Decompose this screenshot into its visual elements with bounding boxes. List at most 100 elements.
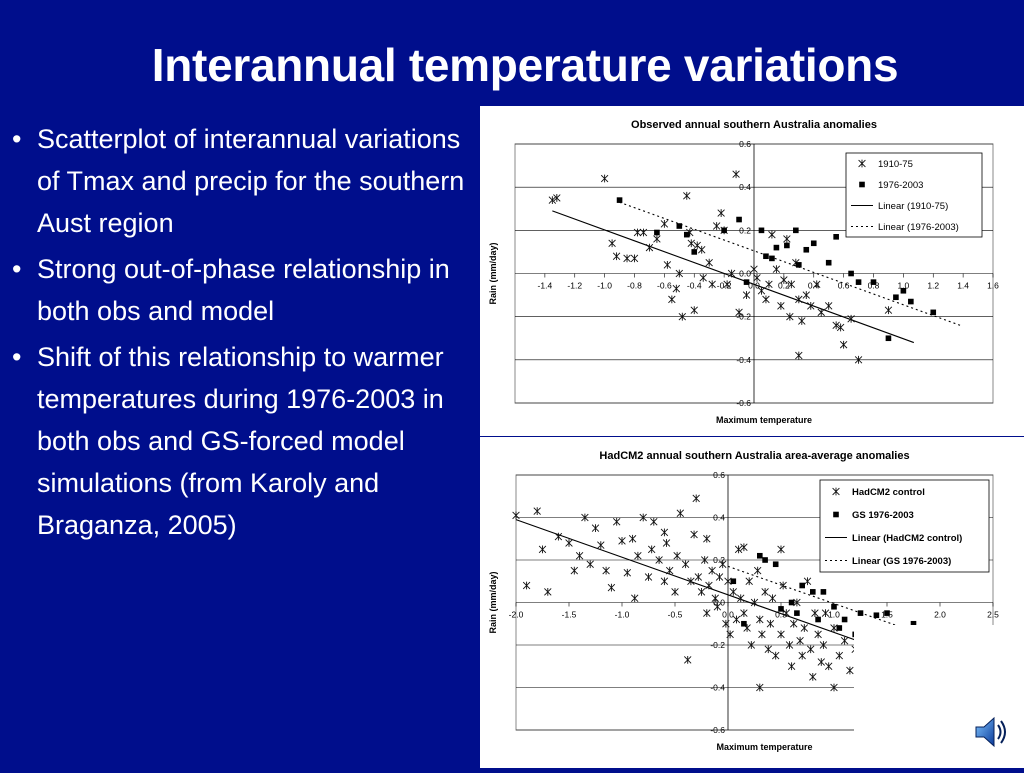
data-point-asterisk — [700, 556, 709, 564]
data-point-asterisk — [802, 291, 810, 299]
legend-label: 1976-2003 — [878, 180, 923, 191]
bullet-text: Strong out-of-phase relationship in both… — [37, 254, 450, 326]
data-point-square — [825, 259, 832, 266]
data-point-square — [870, 279, 877, 285]
data-point-asterisk — [729, 587, 738, 596]
data-point-asterisk — [809, 672, 817, 681]
data-point-asterisk — [554, 532, 563, 541]
data-point-asterisk — [591, 524, 600, 533]
data-point-asterisk — [681, 560, 690, 569]
data-point-asterisk — [824, 301, 833, 310]
data-point-asterisk — [803, 577, 812, 586]
data-point-asterisk — [787, 662, 796, 671]
data-point-asterisk — [600, 174, 609, 183]
legend-box — [845, 152, 983, 238]
data-point-square — [836, 625, 843, 631]
data-point-square — [857, 610, 864, 616]
data-point-square — [820, 589, 827, 595]
bullet-dot: • — [12, 124, 22, 154]
data-point-square — [683, 231, 690, 238]
trend-line — [552, 210, 915, 344]
data-point-asterisk — [705, 258, 713, 267]
data-point-asterisk — [708, 280, 716, 289]
data-point-square — [859, 181, 865, 188]
bullet-dot: • — [12, 254, 22, 284]
data-point-asterisk — [698, 245, 706, 254]
data-point-asterisk — [858, 159, 866, 168]
data-point-asterisk — [645, 243, 654, 252]
data-point-asterisk — [835, 651, 844, 660]
y-tick-label: 0.6 — [739, 139, 751, 149]
x-tick-label: -1.5 — [562, 610, 577, 620]
data-point-asterisk — [756, 615, 764, 624]
data-point-asterisk — [756, 683, 764, 692]
x-tick-label: 2.5 — [987, 610, 999, 620]
data-point-asterisk — [683, 191, 691, 200]
x-tick-label: -0.8 — [627, 281, 642, 291]
speaker-icon[interactable] — [970, 712, 1010, 752]
data-point-asterisk — [785, 641, 794, 649]
data-point-asterisk — [631, 594, 639, 603]
data-point-asterisk — [522, 581, 531, 590]
y-tick-label: -0.4 — [736, 355, 751, 365]
data-point-asterisk — [832, 487, 840, 496]
data-point-asterisk — [684, 655, 692, 664]
data-point-asterisk — [761, 587, 769, 596]
legend-label: GS 1976-2003 — [852, 510, 914, 521]
data-point-asterisk — [717, 209, 725, 217]
bullet-text: Scatterplot of interannual variations of… — [37, 124, 465, 238]
chart-title: Observed annual southern Australia anoma… — [631, 119, 877, 131]
data-point-square — [803, 246, 810, 253]
data-point-asterisk — [662, 539, 671, 547]
data-point-asterisk — [607, 583, 616, 592]
data-point-asterisk — [697, 587, 706, 596]
data-point-asterisk — [737, 594, 745, 603]
data-point-asterisk — [690, 306, 698, 315]
data-point-asterisk — [678, 312, 687, 321]
legend-label: HadCM2 control — [852, 487, 925, 498]
y-tick-label: -0.6 — [736, 398, 751, 408]
data-point-asterisk — [840, 636, 849, 645]
data-point-asterisk — [814, 630, 822, 639]
data-point-asterisk — [768, 230, 776, 239]
x-tick-label: -1.0 — [597, 281, 612, 291]
data-point-asterisk — [821, 609, 830, 618]
data-point-asterisk — [570, 566, 579, 575]
x-tick-label: -1.0 — [615, 610, 630, 620]
data-point-asterisk — [708, 566, 716, 575]
data-point-square — [815, 616, 821, 623]
data-point-asterisk — [795, 351, 803, 360]
data-point-asterisk — [777, 545, 785, 554]
data-point-asterisk — [673, 551, 681, 560]
data-point-square — [676, 223, 683, 229]
data-point-square — [794, 610, 800, 616]
y-tick-label: -0.2 — [736, 312, 751, 322]
data-point-asterisk — [740, 609, 748, 618]
data-point-asterisk — [660, 219, 669, 228]
x-tick-label: -0.4 — [687, 281, 702, 291]
data-point-square — [855, 279, 862, 285]
data-point-square — [900, 287, 907, 294]
data-point-asterisk — [694, 573, 703, 581]
data-point-asterisk — [782, 609, 791, 618]
data-point-asterisk — [735, 308, 743, 317]
data-point-asterisk — [745, 577, 753, 586]
data-point-square — [848, 270, 854, 277]
data-point-asterisk — [628, 534, 637, 543]
data-point-asterisk — [757, 286, 766, 295]
data-point-square — [762, 557, 768, 563]
data-point-asterisk — [787, 280, 796, 289]
legend-label: Linear (HadCM2 control) — [852, 533, 962, 544]
x-tick-label: -1.2 — [567, 281, 582, 291]
data-point-square — [799, 582, 805, 589]
data-point-asterisk — [734, 545, 743, 554]
data-point-square — [741, 620, 747, 627]
data-point-asterisk — [798, 317, 806, 325]
data-point-asterisk — [766, 619, 775, 628]
y-tick-label: -0.6 — [710, 725, 725, 735]
data-point-square — [884, 610, 890, 616]
data-point-square — [893, 294, 899, 301]
data-point-asterisk — [699, 273, 707, 282]
data-point-asterisk — [795, 295, 803, 304]
data-point-square — [654, 229, 660, 236]
